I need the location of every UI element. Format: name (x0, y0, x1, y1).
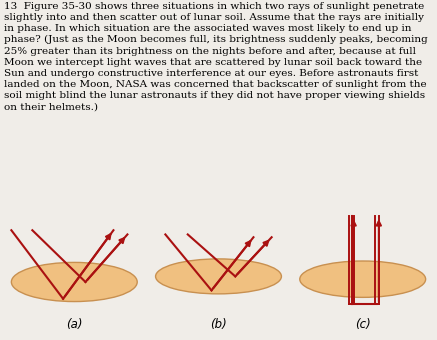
Text: (b): (b) (210, 318, 227, 331)
Text: (a): (a) (66, 318, 83, 331)
Ellipse shape (300, 261, 426, 298)
Ellipse shape (11, 262, 137, 302)
Text: 13  Figure 35-30 shows three situations in which two rays of sunlight penetrate : 13 Figure 35-30 shows three situations i… (4, 2, 428, 111)
Text: (c): (c) (355, 318, 371, 331)
Ellipse shape (156, 259, 281, 294)
